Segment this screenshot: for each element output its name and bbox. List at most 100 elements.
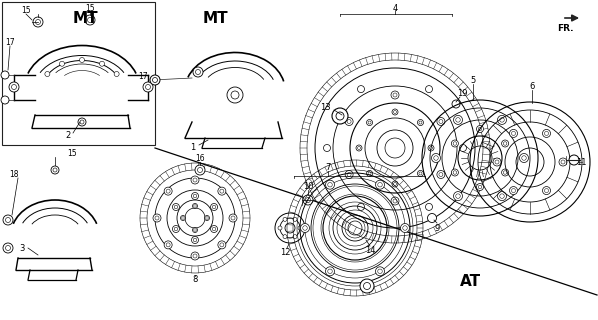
Circle shape <box>332 108 348 124</box>
Circle shape <box>51 166 59 174</box>
Circle shape <box>205 215 209 220</box>
Circle shape <box>164 187 172 195</box>
Circle shape <box>278 226 282 230</box>
Text: 14: 14 <box>365 245 376 254</box>
Circle shape <box>172 204 179 211</box>
Circle shape <box>172 226 179 233</box>
Text: 19: 19 <box>457 89 467 98</box>
Circle shape <box>80 58 84 62</box>
Circle shape <box>451 140 459 147</box>
Circle shape <box>150 75 160 85</box>
Circle shape <box>191 193 199 199</box>
Circle shape <box>193 228 197 233</box>
Circle shape <box>59 61 65 66</box>
Text: 7: 7 <box>325 163 331 172</box>
Text: 18: 18 <box>9 170 19 179</box>
Text: 11: 11 <box>576 157 586 166</box>
Circle shape <box>392 109 398 115</box>
Circle shape <box>229 214 237 222</box>
Circle shape <box>345 171 353 179</box>
Text: 1: 1 <box>190 142 196 151</box>
Circle shape <box>143 82 153 92</box>
Circle shape <box>283 235 287 239</box>
Circle shape <box>432 154 441 163</box>
Circle shape <box>195 165 205 175</box>
Circle shape <box>502 169 509 176</box>
Circle shape <box>325 180 334 189</box>
Circle shape <box>99 61 105 66</box>
Circle shape <box>392 181 398 187</box>
Circle shape <box>191 236 199 244</box>
Circle shape <box>428 213 437 222</box>
Circle shape <box>293 217 297 221</box>
Circle shape <box>33 17 43 27</box>
Circle shape <box>451 169 459 176</box>
Circle shape <box>3 215 13 225</box>
Text: 8: 8 <box>193 276 198 284</box>
Text: 5: 5 <box>471 76 475 84</box>
Circle shape <box>325 267 334 276</box>
Circle shape <box>227 87 243 103</box>
Circle shape <box>426 204 432 210</box>
Circle shape <box>1 96 9 104</box>
Circle shape <box>437 117 445 125</box>
Bar <box>2 2 155 145</box>
Circle shape <box>210 204 218 211</box>
Circle shape <box>509 129 517 137</box>
Circle shape <box>559 158 567 166</box>
Circle shape <box>358 86 365 92</box>
Circle shape <box>477 125 484 132</box>
Circle shape <box>498 116 507 124</box>
Circle shape <box>356 145 362 151</box>
Circle shape <box>493 158 501 166</box>
Circle shape <box>218 241 226 249</box>
Circle shape <box>3 243 13 253</box>
Text: 9: 9 <box>434 223 440 233</box>
Circle shape <box>1 71 9 79</box>
Circle shape <box>542 187 551 195</box>
Circle shape <box>210 226 218 233</box>
Circle shape <box>453 116 462 124</box>
Circle shape <box>164 241 172 249</box>
Text: 2: 2 <box>65 131 71 140</box>
Circle shape <box>417 171 423 176</box>
Circle shape <box>360 279 374 293</box>
Circle shape <box>283 217 287 221</box>
Circle shape <box>345 117 353 125</box>
Text: 16: 16 <box>195 154 205 163</box>
Circle shape <box>428 145 434 151</box>
Text: 6: 6 <box>529 82 535 91</box>
Circle shape <box>401 223 410 233</box>
Circle shape <box>453 192 462 201</box>
Text: FR.: FR. <box>557 23 573 33</box>
Circle shape <box>452 100 460 108</box>
Circle shape <box>191 252 199 260</box>
Circle shape <box>367 120 373 125</box>
Circle shape <box>114 71 119 76</box>
Circle shape <box>78 118 86 126</box>
Circle shape <box>376 267 385 276</box>
Text: 13: 13 <box>320 102 330 111</box>
Circle shape <box>459 145 466 151</box>
Circle shape <box>520 154 529 163</box>
Circle shape <box>509 187 517 195</box>
Circle shape <box>191 176 199 184</box>
Circle shape <box>298 226 302 230</box>
Circle shape <box>437 171 445 179</box>
Text: 10: 10 <box>303 181 313 190</box>
Circle shape <box>391 197 399 205</box>
Circle shape <box>426 86 432 92</box>
Text: 17: 17 <box>138 71 148 81</box>
Text: 3: 3 <box>19 244 25 252</box>
Circle shape <box>218 187 226 195</box>
Circle shape <box>324 145 331 151</box>
Circle shape <box>417 120 423 125</box>
Text: 15: 15 <box>21 5 31 14</box>
Circle shape <box>45 71 50 76</box>
Text: MT: MT <box>202 11 228 26</box>
Text: AT: AT <box>459 275 481 290</box>
Text: 12: 12 <box>280 247 290 257</box>
Circle shape <box>569 155 579 165</box>
Text: 17: 17 <box>5 37 15 46</box>
Circle shape <box>193 67 203 77</box>
